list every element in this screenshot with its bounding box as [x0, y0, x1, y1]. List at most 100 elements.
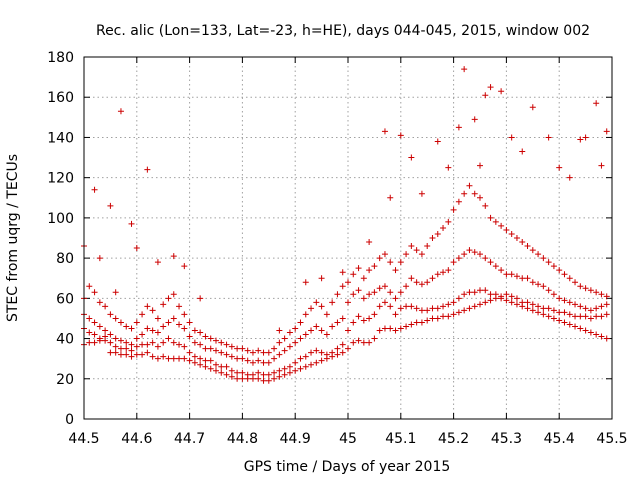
data-point [408, 321, 415, 328]
data-point [397, 259, 404, 266]
data-point [598, 303, 605, 310]
data-point [302, 279, 309, 286]
data-point [249, 359, 256, 366]
x-tick-label: 44.8 [227, 431, 258, 447]
data-point [128, 341, 135, 348]
data-point [91, 186, 98, 193]
data-point [191, 359, 198, 366]
data-point [371, 263, 378, 270]
data-point [387, 303, 394, 310]
data-point [128, 347, 135, 354]
data-point [561, 297, 568, 304]
data-point [371, 311, 378, 318]
data-point [408, 303, 415, 310]
data-point [234, 375, 241, 382]
data-point [160, 323, 167, 330]
x-tick-label: 44.5 [68, 431, 99, 447]
data-point [276, 327, 283, 334]
data-point [112, 349, 119, 356]
data-point [392, 327, 399, 334]
data-point [360, 339, 367, 346]
data-point [508, 230, 515, 237]
data-point [376, 285, 383, 292]
data-point [461, 251, 468, 258]
data-point [154, 355, 161, 362]
data-point [218, 339, 225, 346]
data-point [191, 327, 198, 334]
data-point [424, 243, 431, 250]
data-point [466, 289, 473, 296]
data-point [413, 279, 420, 286]
data-point [154, 343, 161, 350]
data-point [223, 341, 230, 348]
data-point [566, 275, 573, 282]
data-point [265, 359, 272, 366]
data-point [418, 251, 425, 258]
data-point [223, 363, 230, 370]
data-point [181, 325, 188, 332]
data-point [587, 287, 594, 294]
data-point [408, 275, 415, 282]
data-point [535, 309, 542, 316]
data-point [345, 327, 351, 334]
data-point [107, 202, 114, 209]
data-point [355, 337, 362, 344]
data-point [445, 164, 452, 171]
data-point [540, 255, 547, 262]
data-point [503, 291, 510, 298]
data-point [355, 313, 362, 320]
data-point [503, 297, 510, 304]
data-point [366, 315, 373, 322]
data-point [440, 224, 447, 231]
data-point [550, 263, 557, 270]
y-tick-label: 140 [47, 130, 74, 146]
data-point [477, 251, 483, 258]
y-tick-label: 20 [56, 372, 74, 388]
data-point [471, 249, 478, 256]
data-point [519, 275, 526, 282]
data-point [323, 311, 330, 318]
data-point [123, 339, 130, 346]
data-point [471, 303, 478, 310]
data-point [202, 333, 209, 340]
data-point [139, 311, 146, 318]
data-point [260, 349, 267, 356]
data-point [186, 357, 193, 364]
data-point [603, 335, 610, 342]
data-point [339, 315, 346, 322]
data-point [556, 267, 563, 274]
data-point [286, 343, 293, 350]
data-point [397, 289, 404, 296]
data-point [234, 345, 241, 352]
data-point [572, 279, 579, 286]
data-point [292, 339, 299, 346]
data-point [487, 297, 494, 304]
data-point [160, 353, 167, 360]
data-point [165, 319, 172, 326]
data-point [598, 333, 605, 340]
data-point [508, 271, 515, 278]
data-point [91, 331, 98, 338]
data-point [381, 283, 388, 290]
data-point [117, 319, 124, 326]
data-point [455, 309, 462, 316]
data-point [535, 281, 542, 288]
data-point [503, 271, 510, 278]
data-point [297, 355, 304, 362]
data-point [123, 351, 130, 358]
data-point [387, 289, 394, 296]
data-point [170, 253, 177, 260]
data-point [482, 255, 489, 262]
data-point [450, 259, 457, 266]
data-point [418, 281, 425, 288]
data-point [577, 283, 584, 290]
data-point [529, 301, 536, 308]
data-point [323, 351, 330, 358]
data-point [197, 355, 204, 362]
data-point [471, 190, 478, 197]
data-point [181, 263, 188, 270]
data-point [545, 313, 552, 320]
data-point [318, 275, 325, 282]
data-point [513, 273, 520, 280]
